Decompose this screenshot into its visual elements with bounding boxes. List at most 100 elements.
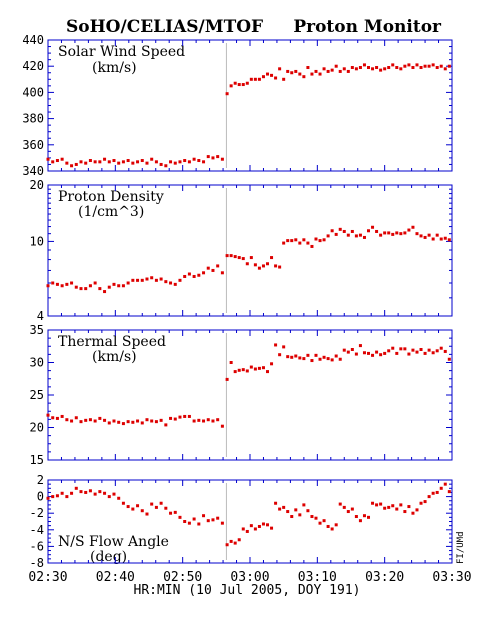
data-point: [302, 503, 306, 507]
data-point: [439, 346, 443, 350]
data-point: [164, 280, 168, 284]
data-point: [206, 155, 210, 159]
data-point: [326, 69, 330, 73]
data-point: [358, 344, 362, 348]
data-point: [342, 229, 346, 233]
data-point: [93, 492, 97, 496]
data-point: [79, 420, 83, 424]
data-point: [435, 490, 439, 494]
data-point: [145, 161, 149, 165]
data-point: [131, 507, 135, 511]
header-left-title: SoHO/CELIAS/MTOF: [66, 17, 263, 37]
data-point: [112, 159, 116, 163]
data-point: [60, 491, 64, 495]
data-point: [330, 358, 334, 362]
data-point: [46, 284, 50, 288]
data-point: [55, 494, 59, 498]
data-point: [423, 235, 427, 239]
data-point: [383, 231, 387, 235]
data-point: [439, 237, 443, 241]
data-point: [150, 502, 154, 506]
data-point: [136, 278, 140, 282]
data-point: [140, 278, 144, 282]
data-point: [178, 515, 182, 519]
y-tick-label: 2: [37, 473, 44, 487]
data-point: [427, 495, 431, 499]
data-point: [65, 282, 69, 286]
data-point: [93, 419, 97, 423]
data-point: [298, 72, 302, 76]
y-tick-label: 20: [30, 178, 44, 192]
data-point: [225, 254, 229, 258]
panel-title: Thermal Speed: [58, 334, 166, 350]
data-point: [202, 160, 206, 164]
data-point: [197, 522, 201, 526]
data-point: [197, 418, 201, 422]
data-point: [419, 66, 423, 70]
data-point: [399, 232, 403, 236]
data-point: [237, 368, 241, 372]
data-point: [173, 510, 177, 514]
data-point: [387, 505, 391, 509]
data-point: [126, 281, 130, 285]
data-point: [387, 231, 391, 235]
panel-title: Proton Density: [58, 189, 164, 205]
data-point: [379, 353, 383, 357]
data-point: [411, 511, 415, 515]
data-point: [286, 510, 290, 514]
data-point: [173, 161, 177, 165]
data-point: [270, 256, 274, 260]
data-point: [211, 518, 215, 522]
data-point: [98, 160, 102, 164]
data-point: [183, 159, 187, 163]
data-point: [391, 232, 395, 236]
data-point: [169, 281, 173, 285]
data-point: [211, 268, 215, 272]
data-point: [261, 366, 265, 370]
x-axis: 02:30 02:40 02:50 03:00 03:10 03:20 03:30: [28, 570, 471, 585]
data-point: [362, 235, 366, 239]
data-point: [367, 66, 371, 70]
data-point: [131, 420, 135, 424]
data-point: [362, 514, 366, 518]
data-point: [245, 262, 249, 266]
data-point: [84, 287, 88, 291]
data-point: [407, 505, 411, 509]
data-point: [326, 524, 330, 528]
data-point: [169, 416, 173, 420]
data-point: [411, 225, 415, 229]
data-point: [383, 67, 387, 71]
data-point: [379, 502, 383, 506]
x-axis-label: HR:MIN (10 Jul 2005, DOY 191): [134, 583, 361, 598]
data-point: [98, 490, 102, 494]
data-point: [103, 491, 107, 495]
data-point: [202, 271, 206, 275]
data-point: [395, 66, 399, 70]
data-point: [350, 507, 354, 511]
data-point: [282, 505, 286, 509]
panel-units: (km/s): [92, 60, 137, 76]
data-point: [121, 501, 125, 505]
data-point: [216, 418, 220, 422]
data-point: [431, 351, 435, 355]
data-point: [367, 229, 371, 233]
data-point: [302, 238, 306, 242]
data-point: [334, 232, 338, 236]
data-point: [302, 357, 306, 361]
data-point: [427, 64, 431, 68]
y-tick-label: 15: [30, 453, 44, 467]
data-point: [427, 348, 431, 352]
panel-units: (deg): [90, 549, 127, 565]
data-point: [270, 362, 274, 366]
data-point: [294, 508, 298, 512]
panel-title: N/S Flow Angle: [58, 534, 169, 550]
data-point: [197, 273, 201, 277]
data-point: [266, 370, 270, 374]
data-point: [314, 69, 318, 73]
data-point: [178, 278, 182, 282]
data-point: [241, 527, 245, 531]
header-right-title: Proton Monitor: [293, 17, 442, 37]
data-point: [346, 233, 350, 237]
data-point: [362, 351, 366, 355]
